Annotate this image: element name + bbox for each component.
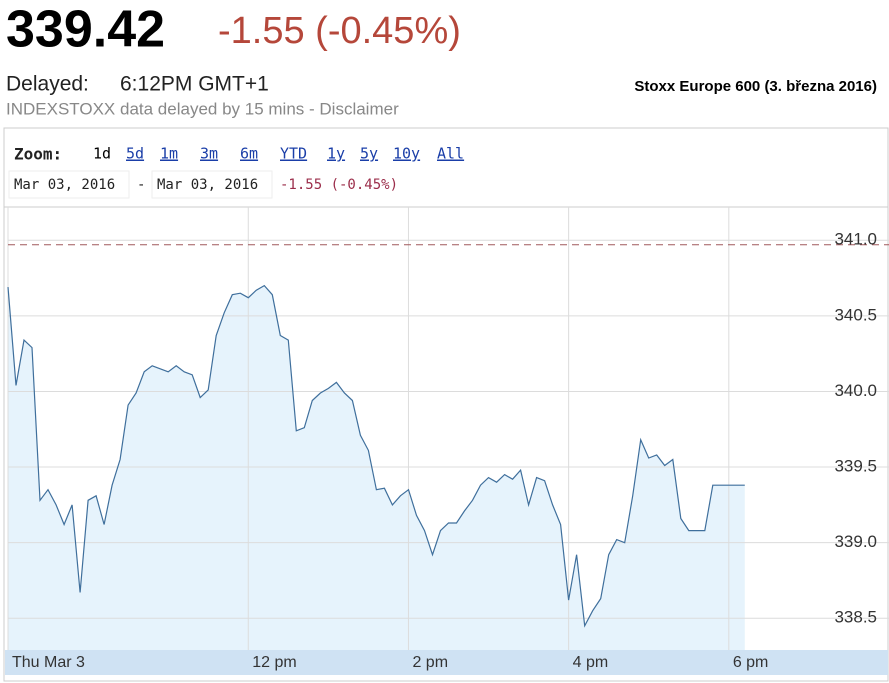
zoom-option[interactable]: 6m — [240, 145, 258, 163]
price-change: -1.55 (-0.45%) — [218, 10, 461, 52]
zoom-option[interactable]: 1d — [93, 145, 111, 163]
zoom-option[interactable]: 1m — [160, 145, 178, 163]
chart-title: Stoxx Europe 600 (3. března 2016) — [634, 78, 877, 95]
zoom-option[interactable]: 5d — [126, 145, 144, 163]
y-tick-label: 340.5 — [834, 305, 877, 324]
price-line — [7, 284, 745, 628]
y-tick-label: 341.0 — [834, 230, 877, 249]
range-end[interactable]: Mar 03, 2016 — [157, 177, 258, 193]
zoom-option[interactable]: 3m — [200, 145, 218, 163]
delayed-label: Delayed: — [6, 73, 89, 96]
x-axis-bar — [5, 650, 888, 675]
zoom-option[interactable]: All — [437, 145, 464, 163]
price: 339.42 — [6, 1, 165, 59]
area — [8, 285, 745, 650]
range-change: -1.55 (-0.45%) — [280, 177, 398, 193]
disclaimer: INDEXSTOXX data delayed by 15 mins - Dis… — [6, 99, 399, 118]
y-tick-label: 339.5 — [834, 457, 877, 476]
x-tick-label: 2 pm — [412, 654, 448, 671]
y-tick-label: 338.5 — [834, 608, 877, 627]
range-end-box[interactable] — [151, 170, 273, 199]
y-tick-label: 340.0 — [834, 381, 877, 400]
zoom-label: Zoom: — [14, 145, 62, 164]
x-tick-label: Thu Mar 3 — [12, 654, 85, 671]
x-tick-label: 4 pm — [573, 654, 609, 671]
range-start-box[interactable] — [8, 170, 130, 199]
x-tick-label: 6 pm — [733, 654, 769, 671]
zoom-option[interactable]: 5y — [360, 145, 378, 163]
range-separator: - — [137, 177, 145, 193]
delayed-time: 6:12PM GMT+1 — [120, 73, 269, 96]
zoom-option[interactable]: 10y — [393, 145, 420, 163]
zoom-option[interactable]: YTD — [280, 145, 307, 163]
x-tick-label: 12 pm — [252, 654, 296, 671]
zoom-option[interactable]: 1y — [327, 145, 345, 163]
range-start[interactable]: Mar 03, 2016 — [14, 177, 115, 193]
y-tick-label: 339.0 — [834, 532, 877, 551]
